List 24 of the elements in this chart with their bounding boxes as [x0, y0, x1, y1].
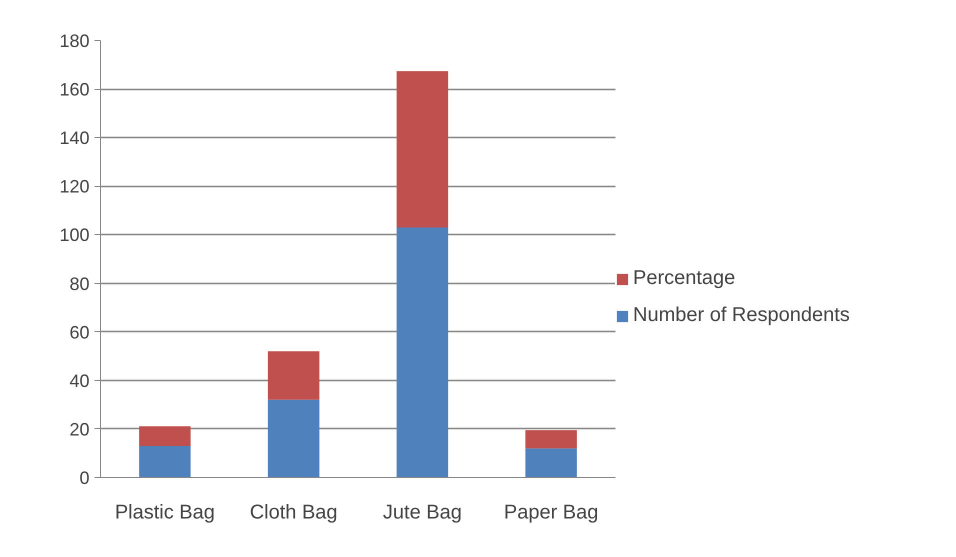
y-tick-label: 40	[69, 370, 90, 391]
y-tick-label: 160	[59, 80, 90, 100]
y-tick-label: 120	[59, 176, 90, 197]
y-tick-label: 0	[79, 468, 90, 488]
x-tick-label: Plastic Bag	[114, 502, 215, 524]
y-tick-label: 100	[59, 225, 90, 246]
bar	[525, 430, 577, 448]
bar	[268, 351, 320, 400]
y-tick-label: 20	[69, 419, 90, 440]
bar	[396, 227, 448, 478]
y-tick-label: 180	[59, 31, 90, 51]
bar	[139, 446, 191, 478]
x-tick-label: Jute Bag	[382, 502, 462, 524]
bar	[525, 448, 577, 478]
legend-label: Number of Respondents	[633, 304, 850, 327]
bar	[139, 426, 191, 446]
y-tick-label: 140	[59, 128, 90, 148]
legend-label: Percentage	[633, 267, 736, 290]
bar	[268, 400, 320, 478]
y-tick-label: 60	[69, 322, 90, 342]
x-tick-label: Cloth Bag	[250, 502, 338, 524]
y-tick-label: 80	[69, 274, 90, 294]
x-tick-label: Paper Bag	[504, 502, 598, 524]
bar	[396, 71, 448, 228]
